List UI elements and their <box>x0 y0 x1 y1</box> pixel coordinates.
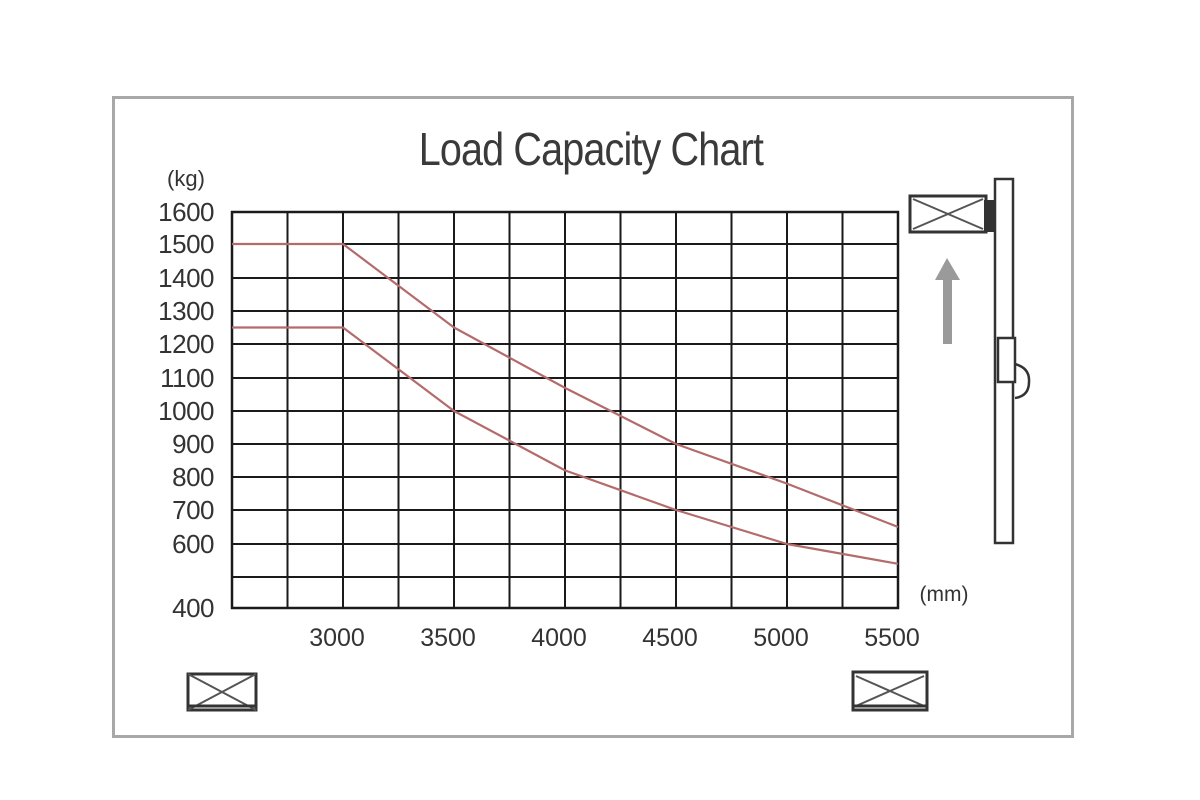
y-tick-label: 400 <box>172 593 214 623</box>
x-axis-unit: (mm) <box>920 583 969 606</box>
y-tick-label: 1200 <box>158 329 214 359</box>
pallet-icon-raised <box>908 194 994 234</box>
x-tick-label: 4000 <box>531 624 587 652</box>
y-axis-unit: (kg) <box>167 166 205 191</box>
y-tick-label: 1600 <box>158 197 214 227</box>
x-tick-label: 5500 <box>864 624 920 652</box>
x-tick-label: 5000 <box>753 624 809 652</box>
lift-up-arrow-icon <box>935 258 960 344</box>
forklift-mast-icon <box>993 177 1031 545</box>
y-tick-label: 800 <box>172 462 214 492</box>
x-axis-ticks: 3000 3500 4000 4500 5000 5500 <box>309 624 920 652</box>
chart-lines <box>232 242 899 565</box>
x-tick-label: 3000 <box>309 624 365 652</box>
y-tick-label: 1100 <box>160 363 214 393</box>
y-tick-label: 700 <box>172 495 214 525</box>
pallet-icon-bottom-right <box>851 670 929 712</box>
chart-grid <box>230 210 900 610</box>
pallet-icon-bottom-left <box>186 672 258 712</box>
y-tick-label: 900 <box>172 429 214 459</box>
plot-frame <box>230 210 900 610</box>
series-line-1 <box>232 242 899 529</box>
y-tick-label: 600 <box>172 529 214 559</box>
series-line-2 <box>232 326 899 565</box>
y-tick-label: 1500 <box>158 229 214 259</box>
y-tick-label: 1300 <box>158 296 214 326</box>
chart-title: Load Capacity Chart <box>418 123 764 175</box>
x-tick-label: 3500 <box>420 624 476 652</box>
y-tick-label: 1400 <box>158 263 214 293</box>
y-tick-label: 1000 <box>158 396 214 426</box>
x-tick-label: 4500 <box>642 624 698 652</box>
